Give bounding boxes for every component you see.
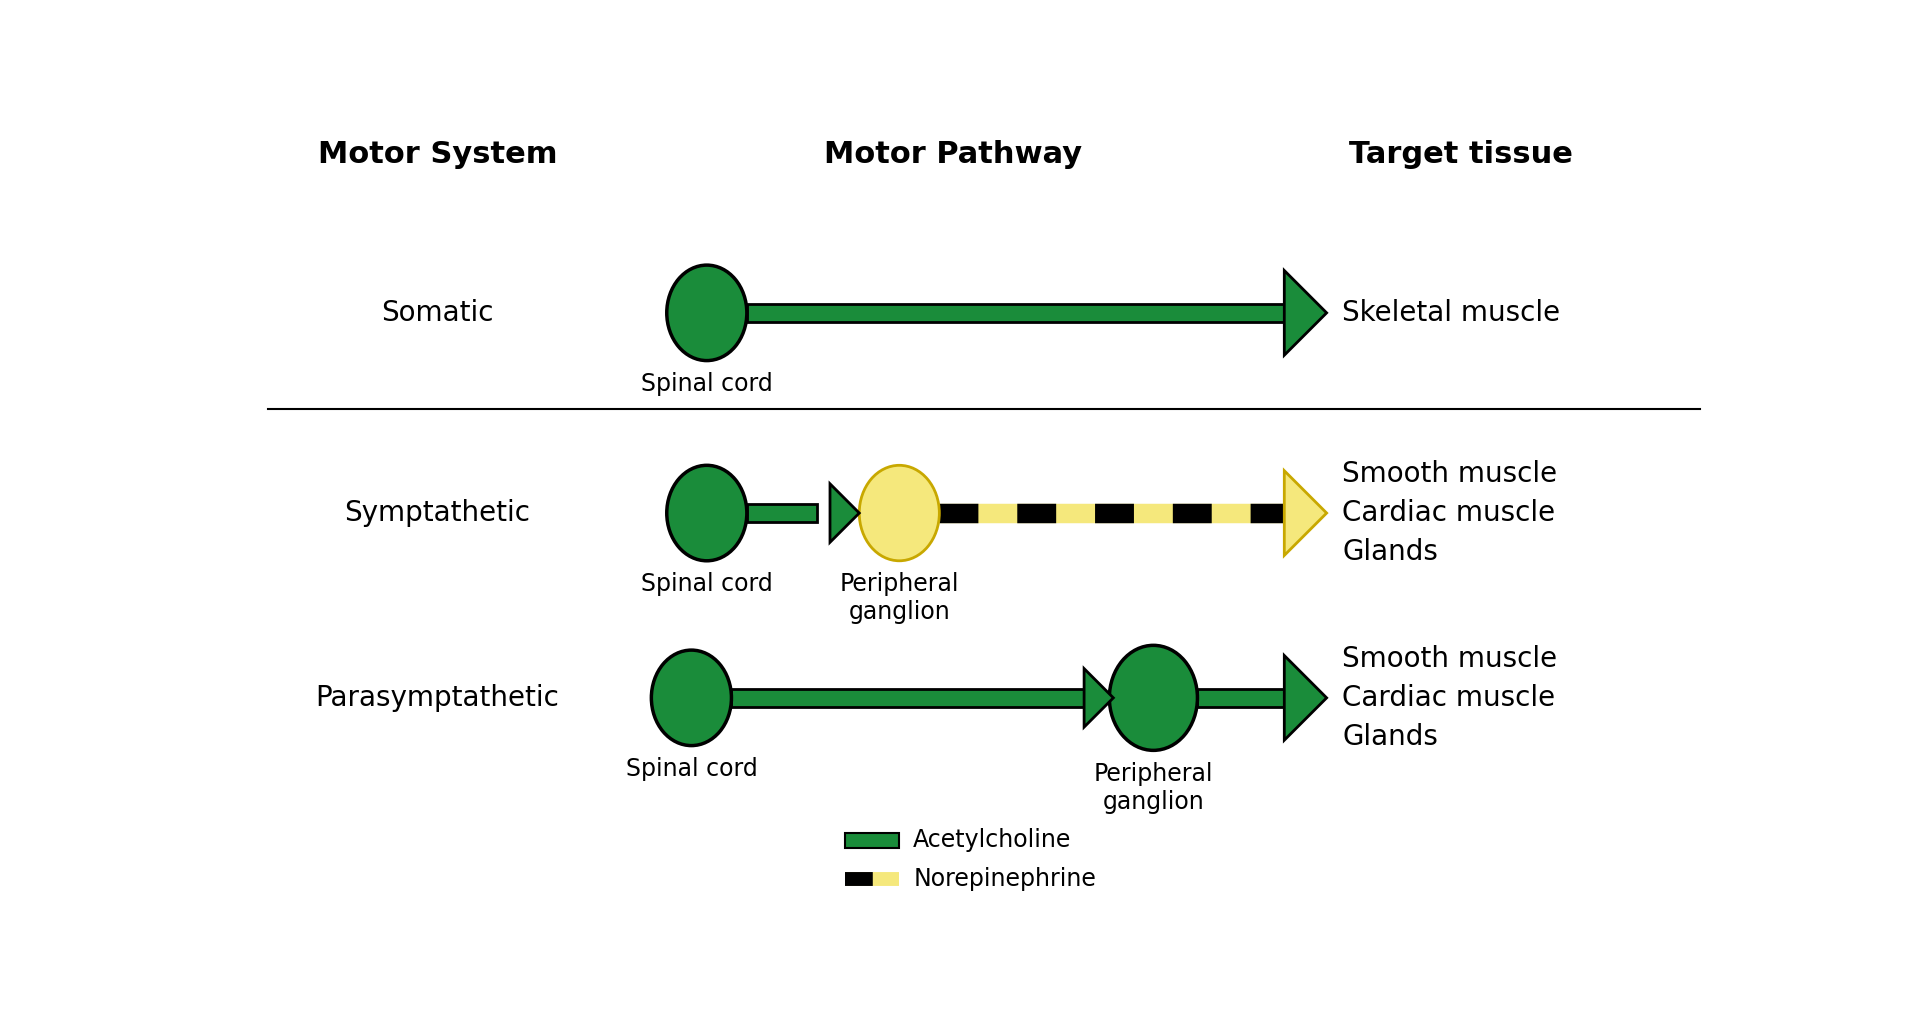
Text: Norepinephrine: Norepinephrine bbox=[914, 866, 1096, 891]
Polygon shape bbox=[1284, 270, 1327, 355]
Polygon shape bbox=[1284, 471, 1327, 556]
Polygon shape bbox=[1284, 655, 1327, 740]
Text: Parasymptathetic: Parasymptathetic bbox=[315, 684, 559, 712]
Ellipse shape bbox=[666, 265, 747, 360]
Text: Spinal cord: Spinal cord bbox=[641, 373, 772, 396]
FancyBboxPatch shape bbox=[1198, 688, 1284, 707]
Ellipse shape bbox=[1110, 646, 1198, 750]
Text: Spinal cord: Spinal cord bbox=[626, 758, 756, 781]
Ellipse shape bbox=[651, 650, 732, 745]
Polygon shape bbox=[829, 483, 860, 542]
FancyBboxPatch shape bbox=[747, 303, 1284, 322]
FancyBboxPatch shape bbox=[732, 688, 1087, 707]
Text: Peripheral
ganglion: Peripheral ganglion bbox=[1094, 762, 1213, 814]
FancyBboxPatch shape bbox=[845, 832, 899, 848]
Text: Somatic: Somatic bbox=[380, 299, 493, 327]
Text: Target tissue: Target tissue bbox=[1350, 140, 1572, 169]
Text: Smooth muscle
Cardiac muscle
Glands: Smooth muscle Cardiac muscle Glands bbox=[1342, 645, 1557, 750]
Text: Acetylcholine: Acetylcholine bbox=[914, 828, 1071, 852]
Text: Spinal cord: Spinal cord bbox=[641, 572, 772, 596]
Ellipse shape bbox=[860, 466, 939, 561]
Text: Symptathetic: Symptathetic bbox=[344, 499, 530, 527]
FancyBboxPatch shape bbox=[747, 504, 816, 523]
Polygon shape bbox=[1085, 669, 1114, 728]
Text: Smooth muscle
Cardiac muscle
Glands: Smooth muscle Cardiac muscle Glands bbox=[1342, 460, 1557, 566]
Text: Skeletal muscle: Skeletal muscle bbox=[1342, 299, 1561, 327]
Text: Peripheral
ganglion: Peripheral ganglion bbox=[839, 572, 960, 624]
Text: Motor System: Motor System bbox=[317, 140, 557, 169]
Text: Motor Pathway: Motor Pathway bbox=[824, 140, 1083, 169]
Ellipse shape bbox=[666, 466, 747, 561]
